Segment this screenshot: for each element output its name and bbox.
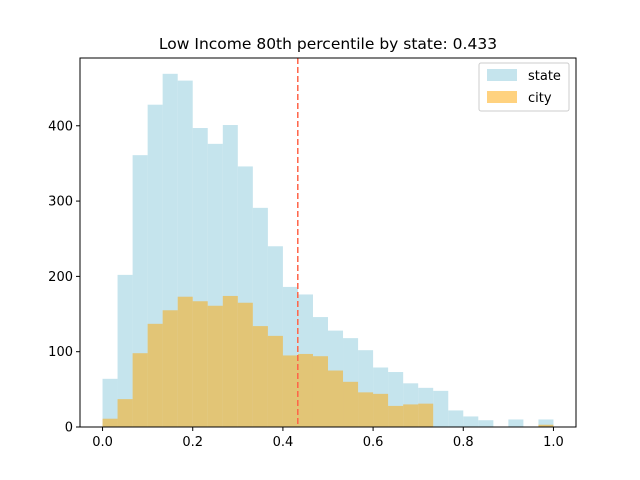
bar-city [207,305,223,427]
bar-city [312,356,328,427]
bar-city [162,310,178,427]
legend-label-state: state [528,69,561,84]
bar-city [358,392,374,427]
bar-city [192,301,208,427]
bar-state [433,390,449,427]
bar-city [177,296,193,427]
x-tick-label: 1.0 [543,435,564,450]
bar-city [538,424,554,427]
bar-city [222,295,238,427]
bar-city [117,399,133,427]
y-tick-label: 200 [48,270,73,285]
bar-city [403,404,419,427]
bar-state [538,419,554,427]
x-tick-label: 0.8 [453,435,474,450]
y-tick-label: 0 [65,421,73,436]
bar-state [117,274,133,427]
bar-city [297,353,313,427]
bar-city [102,418,118,427]
x-tick-label: 0.6 [363,435,384,450]
y-axis: 0 100 200 300 400 [48,119,80,436]
bar-state [463,416,479,427]
x-axis: 0.0 0.2 0.4 0.6 0.8 1.0 [92,427,564,450]
chart-title: Low Income 80th percentile by state: 0.4… [159,35,497,53]
y-tick-label: 100 [48,345,73,360]
x-tick-label: 0.4 [273,435,294,450]
bars-layer [102,73,554,428]
bar-state [448,410,464,427]
plot-frame [79,57,577,428]
bar-state [102,378,118,427]
y-tick-label: 400 [48,119,73,134]
bar-city [147,323,163,427]
bar-city [328,370,344,427]
x-tick-label: 0.0 [92,435,113,450]
bar-state [508,419,524,427]
bar-city [237,302,253,427]
bar-city [252,326,268,427]
x-tick-label: 0.2 [182,435,203,450]
bar-state [478,420,494,427]
legend: state city [478,62,570,112]
bar-city [388,405,404,427]
bar-city [132,353,148,427]
legend-label-city: city [528,91,552,106]
bar-city [418,403,434,427]
bar-city [282,355,298,427]
bar-city [267,335,283,427]
bar-city [373,393,389,427]
y-tick-label: 300 [48,195,73,210]
legend-swatch-state [487,69,517,81]
bar-city [343,381,359,427]
legend-swatch-city [487,91,517,103]
